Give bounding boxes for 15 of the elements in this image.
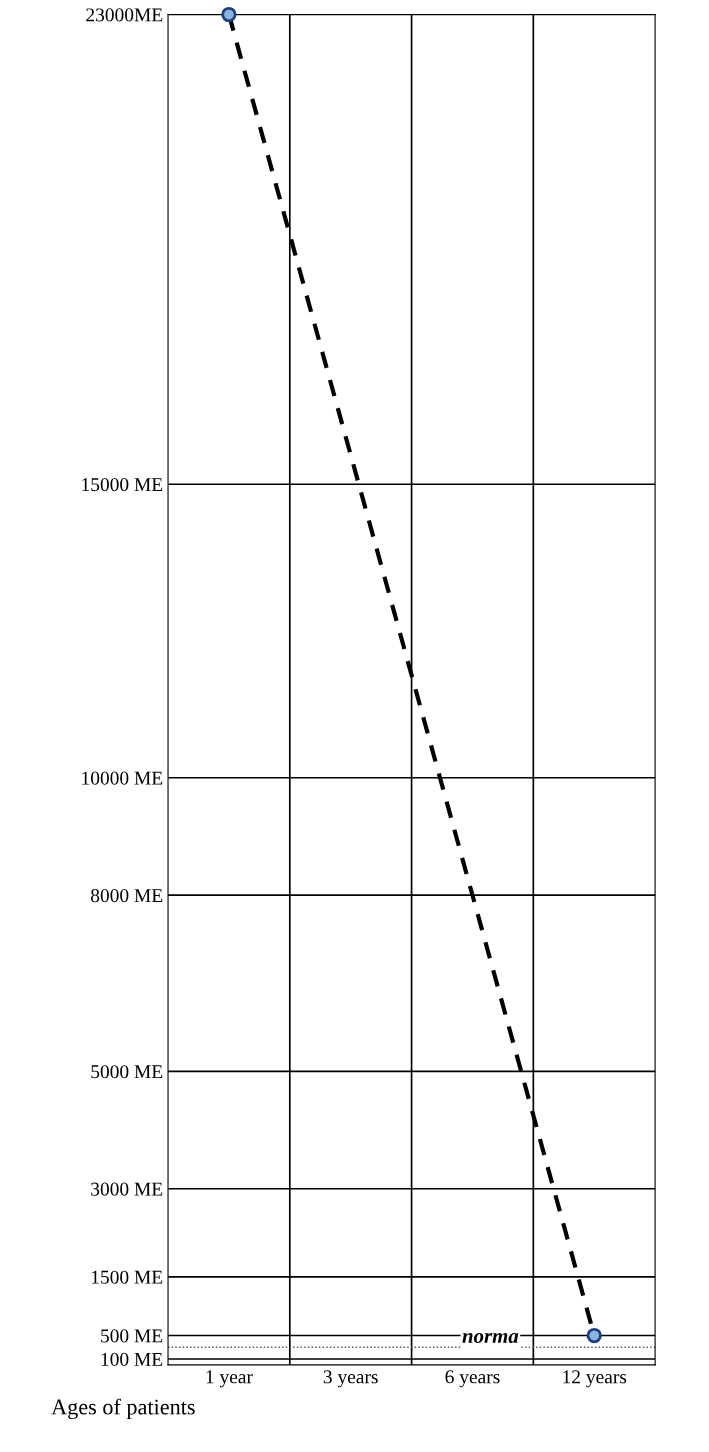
ref-line-label: norma	[462, 1333, 519, 1344]
x-tick-label: 3 years	[323, 1370, 378, 1388]
y-tick-label: 10000 ME	[82, 771, 163, 785]
y-tick-label: 500 ME	[101, 1329, 163, 1343]
x-axis-title: Ages of patients	[51, 1398, 195, 1420]
y-tick-label: 15000 ME	[82, 478, 163, 492]
x-tick-label: 12 years	[563, 1370, 627, 1388]
x-tick-label: 6 years	[445, 1370, 500, 1388]
y-tick-label: 100 ME	[101, 1352, 163, 1366]
y-tick-label: 23000ME	[86, 8, 163, 22]
y-tick-label: 3000 ME	[91, 1182, 163, 1196]
y-tick-label: 8000 ME	[91, 889, 163, 903]
y-tick-label: 5000 ME	[91, 1065, 163, 1079]
y-tick-label: 1500 ME	[91, 1270, 163, 1284]
x-tick-label: 1 year	[206, 1370, 253, 1388]
